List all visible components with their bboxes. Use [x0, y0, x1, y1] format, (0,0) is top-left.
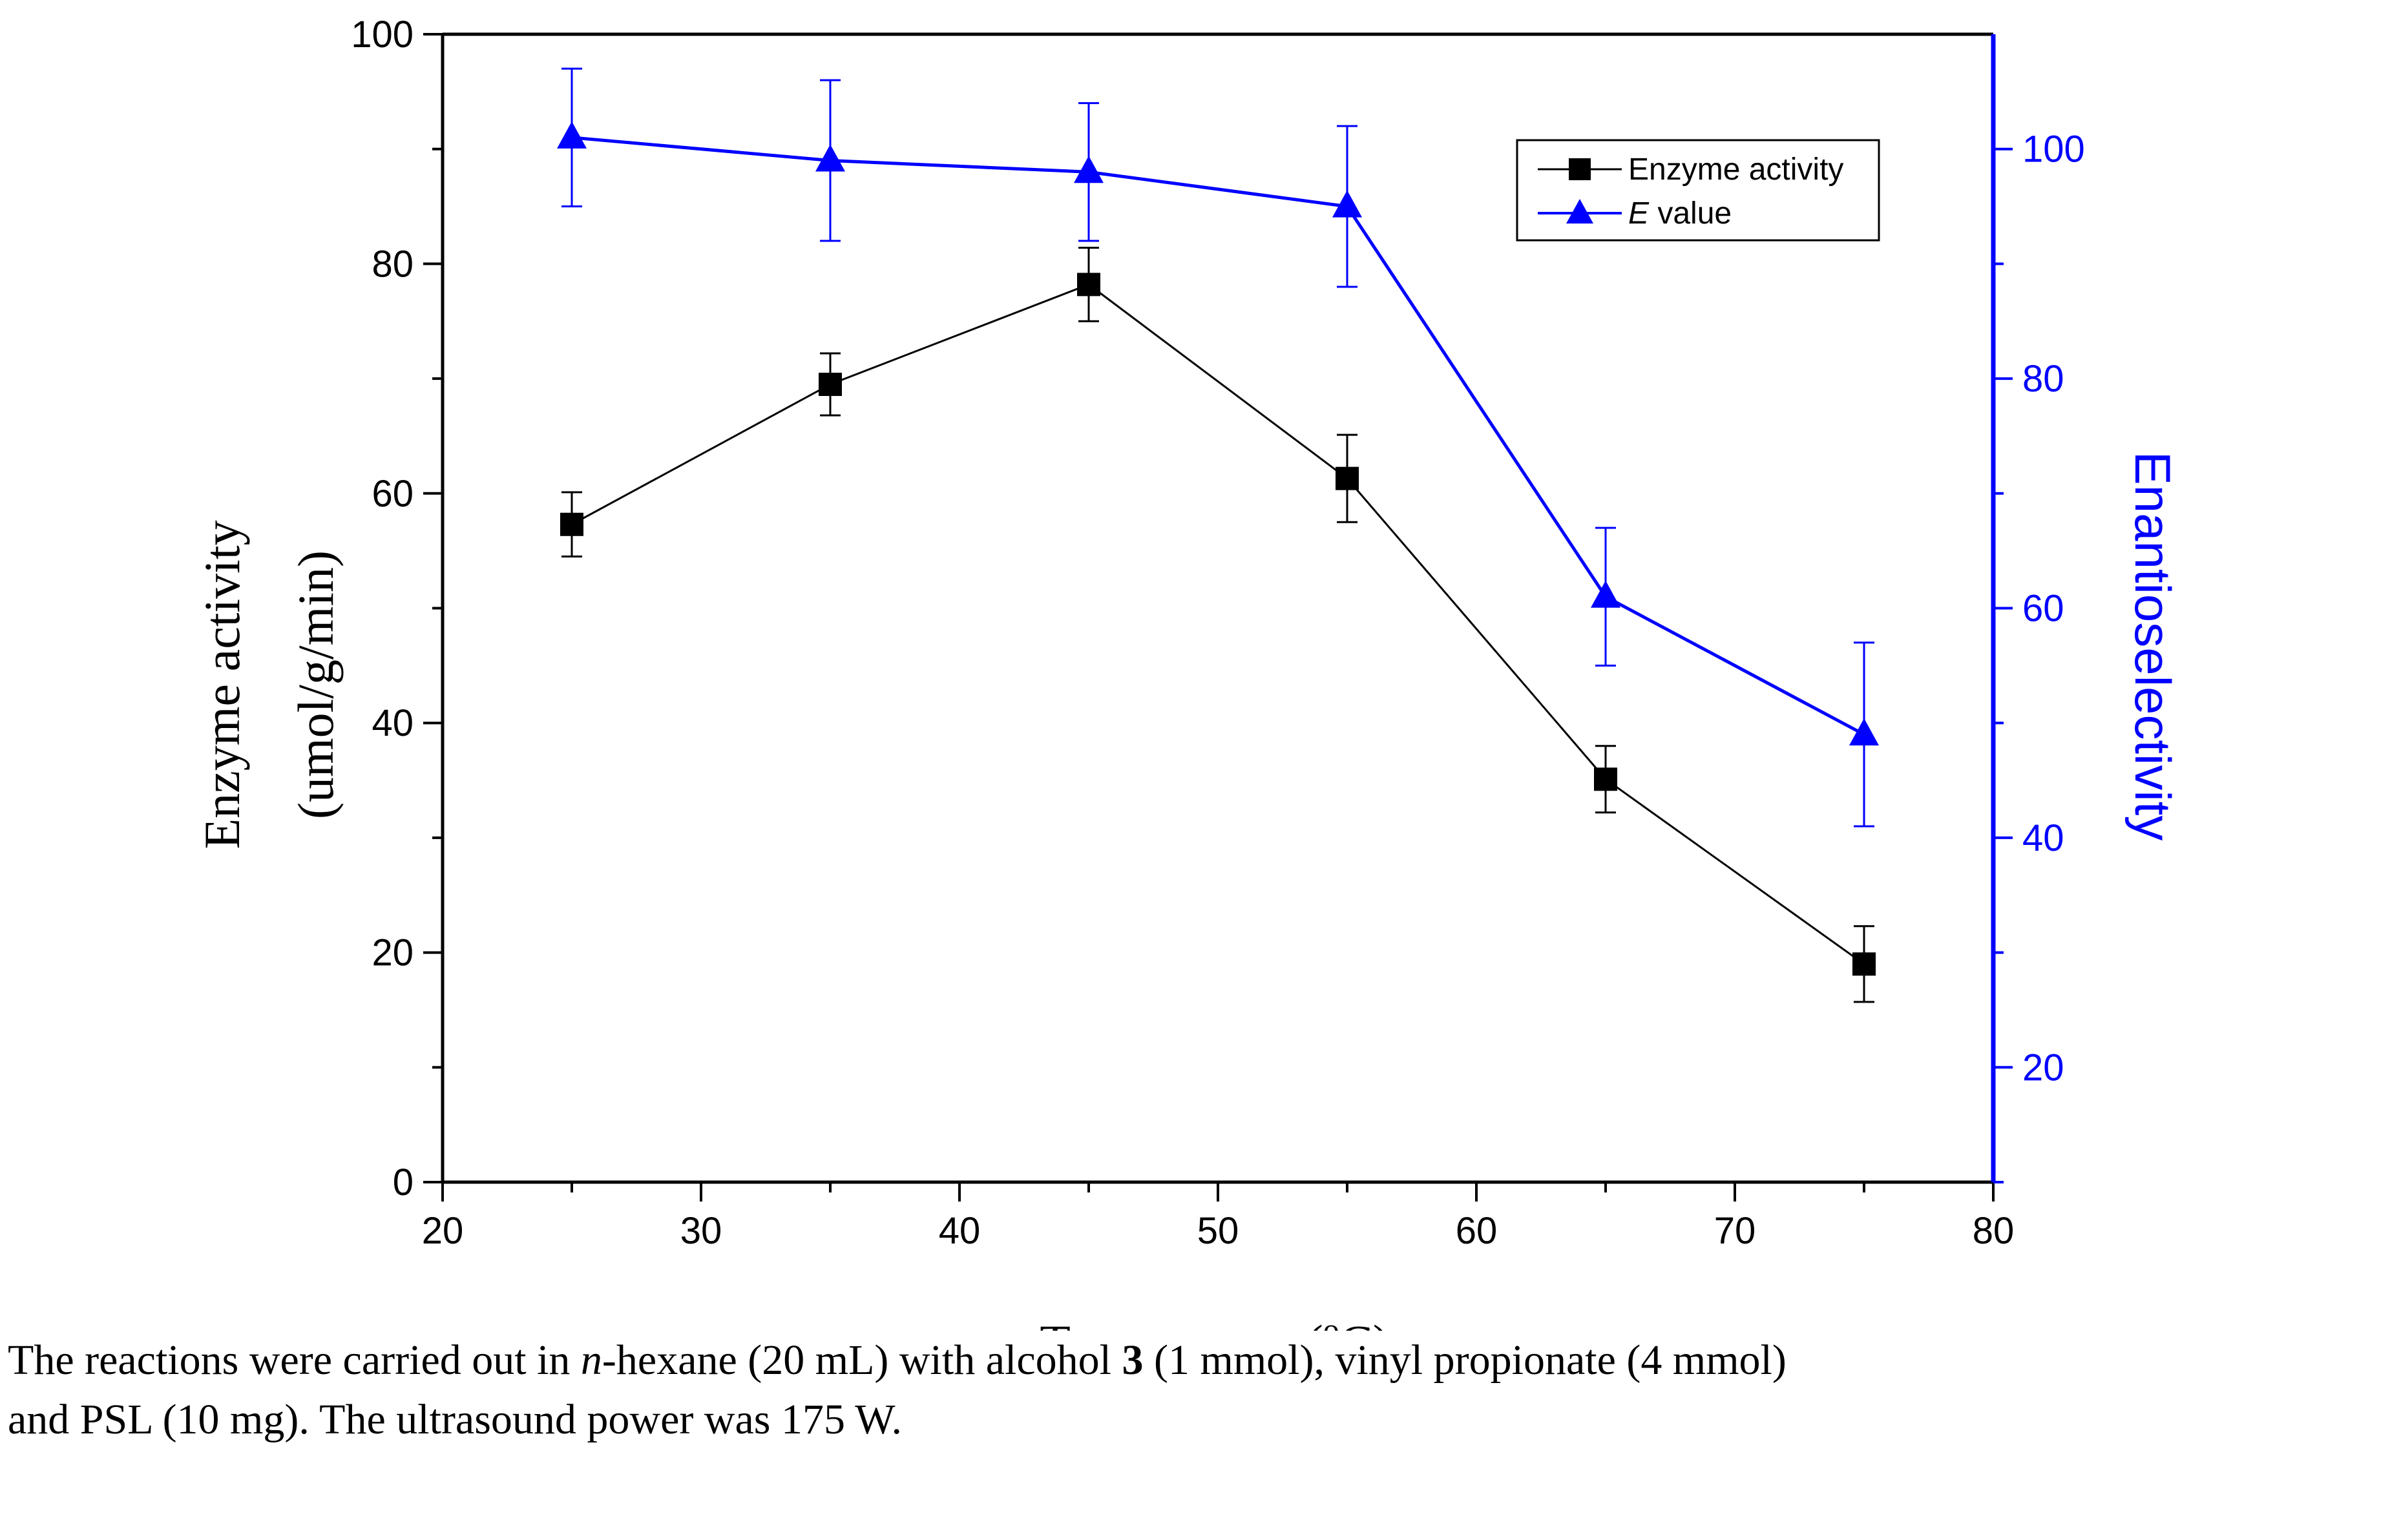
data-point	[557, 121, 587, 149]
data-point	[819, 372, 842, 396]
data-point	[1849, 718, 1879, 745]
series-line	[571, 136, 1865, 736]
y-tick-label: 20	[372, 932, 414, 974]
x-tick-label: 20	[422, 1210, 464, 1252]
caption-line-2: and PSL (10 mg). The ultrasound power wa…	[8, 1396, 903, 1443]
data-point	[560, 512, 583, 536]
legend-label-e-value: E value	[1628, 196, 1732, 231]
y-tick-label: 100	[351, 14, 414, 56]
data-point	[1336, 466, 1359, 490]
y-tick-label: 60	[372, 473, 414, 515]
legend-label-enzyme-activity: Enzyme activity	[1628, 152, 1843, 187]
data-point	[1852, 952, 1876, 976]
y-tick-label: 0	[393, 1161, 414, 1203]
legend-marker-enzyme-activity	[1569, 158, 1591, 180]
y-tick-label: 80	[372, 243, 414, 285]
figure-caption: The reactions were carried out in n-hexa…	[8, 1331, 2385, 1450]
data-point	[1332, 190, 1362, 218]
x-tick-label: 80	[1973, 1210, 2015, 1252]
series-line	[571, 283, 1865, 965]
legend: Enzyme activity E value	[1516, 139, 1880, 242]
y2-tick-label: 100	[2022, 129, 2085, 171]
x-tick-label: 70	[1714, 1210, 1756, 1252]
y2-tick-label: 80	[2022, 358, 2064, 400]
data-point	[1074, 156, 1104, 183]
x-tick-label: 60	[1456, 1210, 1498, 1252]
data-point	[815, 144, 845, 172]
legend-box	[1516, 139, 1880, 242]
y-axis-label-units: (umol/g/min)	[288, 550, 344, 819]
series-layer	[557, 67, 1879, 1003]
x-tick-label: 30	[680, 1210, 722, 1252]
caption-line-1: The reactions were carried out in n-hexa…	[8, 1337, 1787, 1384]
y2-tick-label: 60	[2022, 588, 2064, 630]
y2-tick-label: 20	[2022, 1046, 2064, 1088]
y2-tick-label: 40	[2022, 817, 2064, 859]
y-tick-label: 40	[372, 702, 414, 744]
data-point	[1077, 273, 1100, 297]
x-axis-label: Temperatrue (oC)	[1040, 1311, 1389, 1331]
data-point	[1594, 767, 1617, 791]
y-axis-label: Enzyme activity	[194, 521, 250, 849]
legend-marker-e-value	[1566, 199, 1593, 224]
data-point	[1591, 580, 1620, 608]
x-tick-label: 40	[939, 1210, 981, 1252]
x-tick-label: 50	[1197, 1210, 1239, 1252]
y2-axis-label: Enantioselectivity	[2124, 452, 2181, 841]
